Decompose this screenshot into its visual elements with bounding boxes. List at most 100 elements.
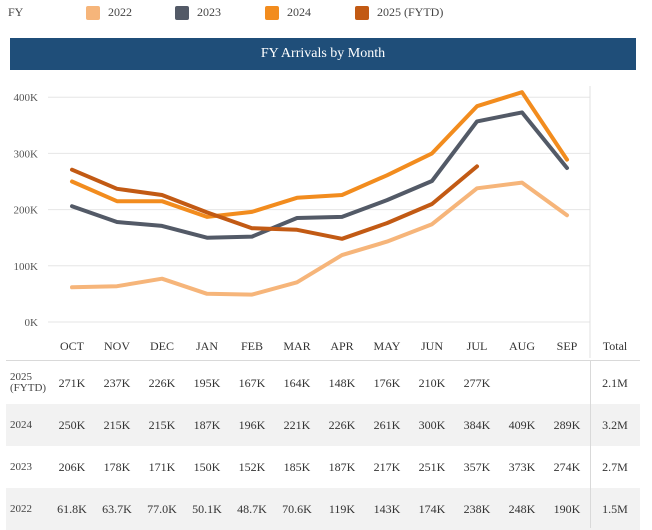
table-cell: 274K — [553, 460, 581, 474]
table-cell: 167K — [238, 376, 266, 390]
x-tick-label: APR — [330, 339, 353, 353]
line-chart: 0K 100K 200K 300K 400K OCT NOV DEC JAN FEB MAR APR M… — [14, 86, 628, 358]
table-cell: 48.7K — [237, 502, 267, 516]
table-cell: 171K — [148, 460, 176, 474]
legend-item-2024[interactable]: 2024 — [265, 5, 311, 20]
table-cell: 248K — [508, 502, 536, 516]
x-tick-label: NOV — [104, 339, 130, 353]
table-cell: 164K — [283, 376, 311, 390]
table-row-label-line: 2025 — [10, 371, 32, 383]
legend-item-2023[interactable]: 2023 — [175, 5, 221, 20]
table-cell: 210K — [418, 376, 446, 390]
legend-item-2025-fytd[interactable]: 2025 (FYTD) — [355, 5, 443, 20]
y-tick-label: 400K — [14, 92, 39, 104]
table-cell: 61.8K — [57, 502, 87, 516]
table-cell: 187K — [328, 460, 356, 474]
table-cell: 373K — [508, 460, 536, 474]
legend-label-2022: 2022 — [108, 5, 132, 19]
table-row-band — [6, 404, 640, 446]
legend-swatch-2023 — [175, 5, 189, 20]
total-header: Total — [603, 339, 628, 353]
table-cell: 185K — [283, 460, 311, 474]
x-tick-label: AUG — [509, 339, 535, 353]
table-row-label-line: 2024 — [10, 418, 32, 431]
table-cell: 178K — [103, 460, 131, 474]
legend-swatch-2024 — [265, 5, 279, 20]
table-row-label-line: 2023 — [10, 460, 32, 473]
table-cell: 206K — [58, 460, 86, 474]
table-total-cell: 3.2M — [602, 418, 628, 432]
x-tick-label: DEC — [150, 339, 174, 353]
legend-label-2024: 2024 — [287, 5, 311, 19]
table-cell: 174K — [418, 502, 446, 516]
x-tick-label: JAN — [196, 339, 218, 353]
table-cell: 277K — [463, 376, 491, 390]
series-line-2025-fytd — [70, 164, 479, 241]
table-cell: 152K — [238, 460, 266, 474]
table-row-label: 2023 — [10, 460, 32, 473]
legend-swatch-2025-fytd — [355, 5, 369, 20]
table-cell: 77.0K — [147, 502, 177, 516]
table-cell: 148K — [328, 376, 356, 390]
table-cell: 357K — [463, 460, 491, 474]
table-cell: 237K — [103, 376, 131, 390]
series-line-2022 — [70, 180, 569, 297]
table-cell: 221K — [283, 418, 311, 432]
legend: FY 2022 2023 2024 2025 (FYTD) — [0, 0, 652, 26]
x-tick-label: MAY — [374, 339, 401, 353]
table-cell: 63.7K — [102, 502, 132, 516]
table-cell: 238K — [463, 502, 491, 516]
table-total-cell: 2.7M — [602, 460, 628, 474]
table-cell: 215K — [103, 418, 131, 432]
table-cell: 250K — [58, 418, 86, 432]
table-row-label: 2024 — [10, 418, 32, 431]
chart-title: FY Arrivals by Month — [10, 38, 636, 70]
table-row-label-line: 2022 — [10, 502, 32, 515]
table-cell: 384K — [463, 418, 491, 432]
x-tick-label: MAR — [283, 339, 310, 353]
table-total-cell: 1.5M — [602, 502, 628, 516]
x-tick-label: SEP — [557, 339, 578, 353]
legend-item-2022[interactable]: 2022 — [86, 5, 132, 20]
series-line-2023 — [70, 110, 569, 240]
legend-title: FY — [8, 5, 24, 19]
y-tick-label: 300K — [14, 148, 39, 160]
table-cell: 226K — [148, 376, 176, 390]
table-cell: 70.6K — [282, 502, 312, 516]
table-cell: 119K — [328, 502, 356, 516]
table-cell: 215K — [148, 418, 176, 432]
table-total-cell: 2.1M — [602, 376, 628, 390]
x-tick-label: FEB — [241, 339, 263, 353]
total-column-divider — [590, 360, 591, 528]
legend-label-2025-fytd: 2025 (FYTD) — [377, 5, 444, 19]
x-tick-label: JUN — [421, 339, 443, 353]
table-top-rule — [6, 360, 640, 361]
series-line-2024 — [70, 90, 569, 219]
legend-label-2023: 2023 — [197, 5, 221, 19]
table-cell: 217K — [373, 460, 401, 474]
table-row-label: 2022 — [10, 502, 32, 515]
table-cell: 187K — [193, 418, 221, 432]
x-tick-label: OCT — [60, 339, 85, 353]
table-cell: 196K — [238, 418, 266, 432]
table-cell: 150K — [193, 460, 221, 474]
table-cell: 190K — [553, 502, 581, 516]
table-cell: 409K — [508, 418, 536, 432]
table-row-band — [6, 488, 640, 530]
table-cell: 195K — [193, 376, 221, 390]
y-tick-label: 100K — [14, 261, 39, 273]
table-row-label: 2025 (FYTD) — [10, 372, 46, 394]
table-cell: 143K — [373, 502, 401, 516]
table-cell: 226K — [328, 418, 356, 432]
x-tick-label: JUL — [467, 339, 488, 353]
table-cell: 50.1K — [192, 502, 222, 516]
legend-swatch-2022 — [86, 5, 100, 20]
table-cell: 176K — [373, 376, 401, 390]
table-cell: 261K — [373, 418, 401, 432]
y-tick-label: 0K — [25, 317, 39, 329]
y-tick-label: 200K — [14, 205, 39, 217]
table-cell: 251K — [418, 460, 446, 474]
table-cell: 271K — [58, 376, 86, 390]
table-row-label-line: (FYTD) — [10, 382, 47, 394]
table-cell: 289K — [553, 418, 581, 432]
